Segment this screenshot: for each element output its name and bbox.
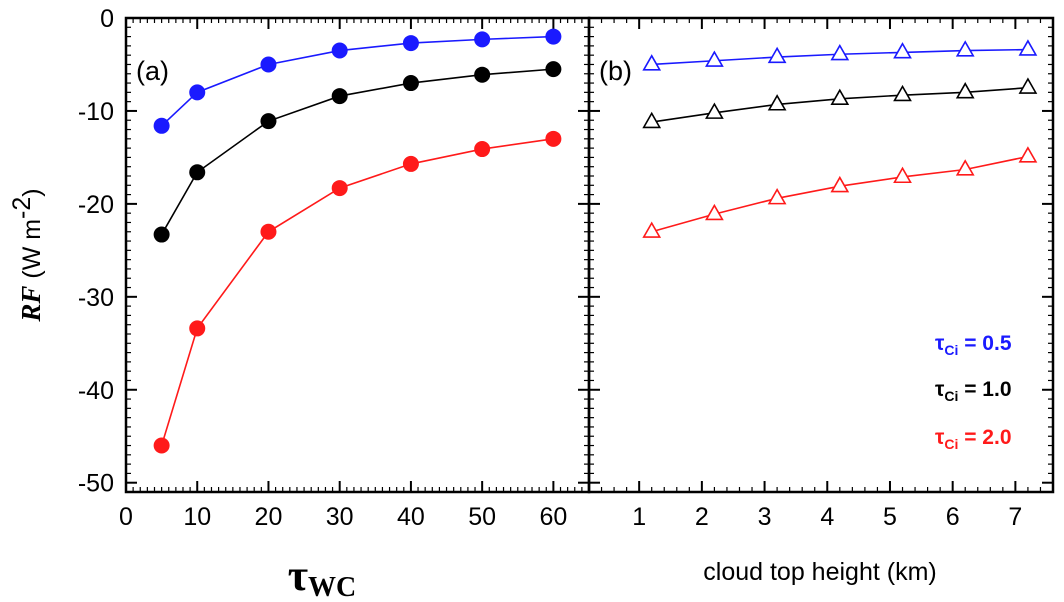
- data-point: [893, 42, 912, 59]
- tau-symbol: τ: [288, 551, 308, 600]
- x-tick-label: 5: [883, 503, 897, 531]
- data-point: [260, 56, 277, 73]
- legend-entry-1-subscript: Ci: [944, 388, 958, 404]
- data-point: [402, 35, 419, 52]
- series-line: [160, 138, 554, 446]
- panel-a-x-tick-labels: 0 10 20 30 40 50 60: [119, 503, 567, 531]
- data-point: [767, 46, 787, 64]
- data-point: [189, 84, 206, 101]
- data-point: [1018, 146, 1038, 163]
- data-point: [402, 75, 419, 92]
- legend-entry-0-value: = 0.5: [958, 332, 1011, 355]
- data-point: [331, 88, 348, 105]
- y-axis-var: RF: [16, 286, 46, 323]
- data-point: [153, 437, 170, 454]
- y-tick-label: -10: [78, 98, 114, 126]
- data-point: [642, 221, 662, 238]
- x-tick-label: 0: [119, 503, 133, 531]
- y-axis-label: RF (W m-2): [8, 188, 46, 322]
- legend-entry-1: τCi = 1.0: [935, 378, 1012, 404]
- legend-entry-2: τCi = 2.0: [935, 426, 1012, 452]
- x-tick-label: 30: [326, 503, 354, 531]
- data-point: [545, 130, 562, 147]
- y-tick-label: -40: [78, 377, 114, 405]
- data-point: [705, 102, 724, 119]
- legend-entry-1-symbol: τ: [935, 378, 945, 401]
- legend-entry-2-symbol: τ: [935, 426, 945, 449]
- data-point: [830, 88, 850, 105]
- y-tick-label: 0: [100, 5, 114, 33]
- panel-a-ticks: [125, 17, 590, 493]
- series-line: [651, 155, 1029, 233]
- y-axis-unit: (W m: [18, 219, 46, 286]
- data-point: [955, 159, 975, 176]
- panel-b-x-tick-labels: 1 2 3 4 5 6 7: [632, 503, 1022, 531]
- data-point: [1018, 77, 1038, 94]
- data-point: [767, 188, 787, 205]
- data-point: [705, 203, 724, 221]
- data-point: [545, 61, 562, 78]
- data-point: [830, 43, 850, 61]
- legend-entry-2-subscript: Ci: [944, 436, 958, 452]
- data-point: [955, 40, 975, 57]
- data-point: [893, 166, 912, 184]
- data-point: [331, 42, 348, 59]
- data-point: [1018, 39, 1038, 56]
- data-point: [189, 320, 206, 337]
- data-point: [474, 66, 491, 83]
- x-tick-label: 10: [183, 503, 211, 531]
- panel-b-frame: [587, 16, 1055, 494]
- x-tick-label: 4: [820, 503, 834, 531]
- x-tick-label: 40: [397, 503, 425, 531]
- tau-subscript: WC: [308, 572, 356, 602]
- y-axis-unit-close: ): [18, 188, 46, 196]
- data-point: [260, 223, 277, 240]
- legend-entry-1-value: = 1.0: [958, 378, 1011, 401]
- data-point: [331, 180, 348, 197]
- data-point: [153, 117, 170, 134]
- y-tick-label: -30: [78, 284, 114, 312]
- x-tick-label: 20: [255, 503, 283, 531]
- x-tick-label: 2: [695, 503, 709, 531]
- x-tick-label: 60: [539, 503, 567, 531]
- panel-b-label: (b): [599, 56, 632, 86]
- legend-entry-0: τCi = 0.5: [935, 332, 1012, 358]
- data-point: [893, 84, 912, 102]
- legend-entry-2-value: = 2.0: [958, 426, 1011, 449]
- data-point: [474, 141, 491, 158]
- x-tick-label: 1: [632, 503, 646, 531]
- series-line: [160, 68, 554, 235]
- y-axis-unit-exponent: -2: [8, 197, 36, 219]
- panel-b-series: [642, 39, 1038, 238]
- legend-entry-0-symbol: τ: [935, 332, 945, 355]
- x-tick-label: 7: [1008, 503, 1022, 531]
- data-point: [260, 113, 277, 130]
- data-point: [830, 175, 850, 193]
- y-tick-label: -20: [78, 191, 114, 219]
- legend: τCi = 0.5 τCi = 1.0 τCi = 2.0: [935, 332, 1012, 452]
- panel-a-series: [153, 28, 562, 454]
- data-point: [642, 54, 662, 71]
- panel-b-x-axis-label: cloud top height (km): [703, 558, 936, 586]
- x-tick-label: 3: [758, 503, 772, 531]
- y-tick-label: -50: [78, 470, 114, 498]
- data-point: [642, 111, 662, 129]
- series-line: [161, 35, 554, 127]
- data-point: [767, 94, 787, 111]
- data-point: [474, 31, 491, 48]
- data-point: [955, 82, 975, 99]
- data-point: [545, 28, 562, 45]
- y-tick-labels: 0 -10 -20 -30 -40 -50: [78, 5, 114, 498]
- data-point: [705, 50, 724, 67]
- panel-b-ticks: [588, 17, 1054, 493]
- x-tick-label: 6: [946, 503, 960, 531]
- x-tick-label: 50: [468, 503, 496, 531]
- data-point: [189, 164, 206, 181]
- data-point: [153, 226, 170, 243]
- panel-a-x-axis-label: τWC: [288, 551, 357, 602]
- legend-entry-0-subscript: Ci: [944, 342, 958, 358]
- panel-a-label: (a): [136, 56, 169, 86]
- data-point: [402, 155, 419, 172]
